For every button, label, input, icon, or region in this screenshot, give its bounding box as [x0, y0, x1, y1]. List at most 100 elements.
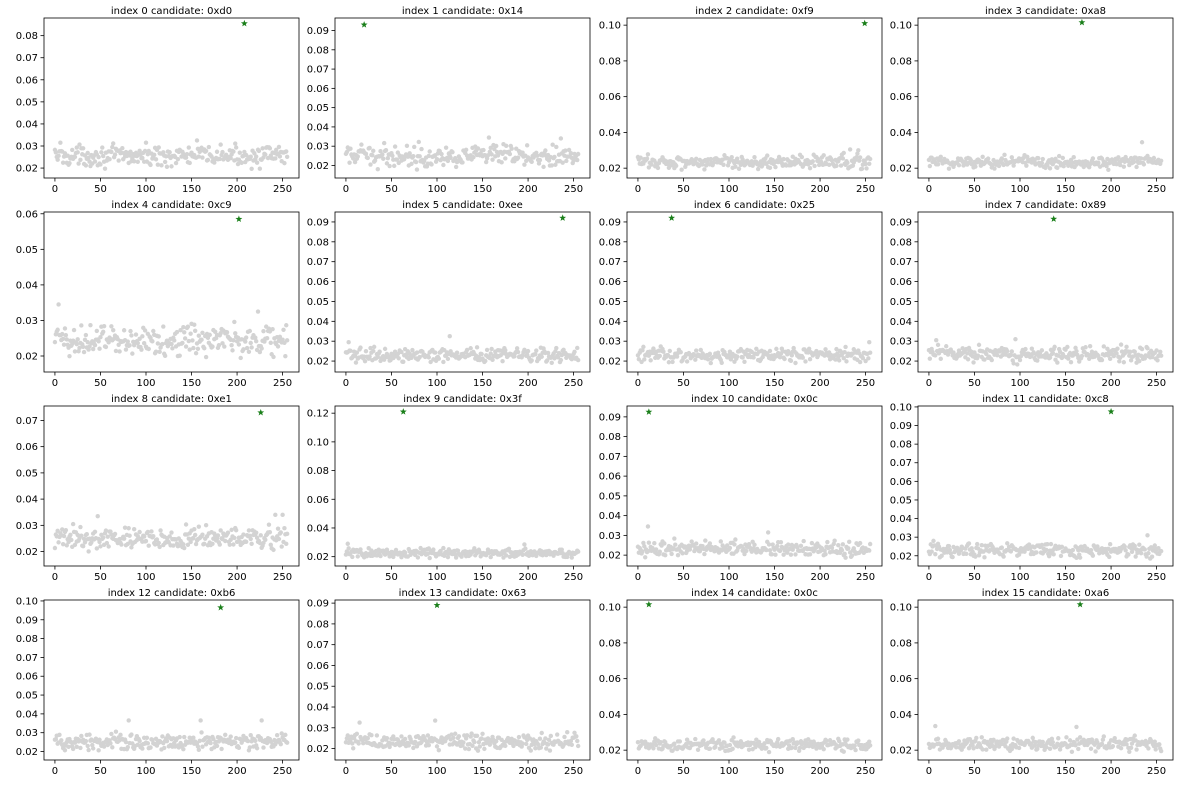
data-point — [999, 545, 1004, 550]
data-point — [807, 165, 813, 171]
data-point — [346, 339, 351, 345]
data-point — [933, 723, 938, 729]
data-point — [1005, 541, 1010, 546]
data-point — [358, 547, 363, 552]
data-point — [1044, 744, 1049, 750]
data-point — [989, 357, 994, 363]
x-tick-label: 150 — [1056, 184, 1075, 195]
data-point — [538, 745, 544, 750]
data-point — [398, 742, 403, 748]
data-point — [172, 338, 177, 343]
data-point — [522, 162, 527, 167]
data-point — [253, 335, 258, 340]
data-point — [63, 332, 69, 338]
data-point — [826, 162, 832, 167]
data-point — [1156, 546, 1161, 551]
data-point — [1073, 743, 1078, 748]
data-point — [746, 541, 752, 547]
data-point — [867, 548, 872, 553]
axes-frame — [334, 211, 591, 373]
data-point — [500, 358, 505, 364]
data-point — [842, 349, 847, 355]
data-point — [275, 344, 281, 349]
data-point — [425, 733, 431, 738]
x-tick-label: 200 — [1102, 378, 1121, 389]
data-point — [279, 544, 284, 549]
x-tick-label: 50 — [94, 378, 107, 389]
data-point — [1051, 552, 1056, 557]
data-point — [276, 536, 282, 542]
data-point — [192, 532, 198, 538]
data-point — [182, 330, 187, 335]
data-point — [381, 140, 387, 146]
data-point — [155, 162, 161, 167]
data-point — [1023, 346, 1028, 352]
data-point — [257, 166, 263, 171]
data-point — [1016, 552, 1022, 557]
data-point — [987, 547, 993, 553]
data-point — [1055, 360, 1060, 365]
data-point — [1050, 739, 1055, 745]
data-point — [387, 744, 392, 750]
data-point — [243, 335, 249, 340]
subplot-title: index 11 candidate: 0xc8 — [982, 394, 1109, 405]
data-point — [375, 354, 380, 360]
data-point — [1146, 746, 1151, 751]
data-point — [481, 147, 486, 153]
data-point — [834, 346, 839, 352]
data-point — [803, 359, 808, 364]
data-point — [222, 344, 227, 349]
x-tick-label: 150 — [765, 378, 784, 389]
y-tick-label: 0.03 — [16, 316, 38, 327]
y-tick-label: 0.07 — [307, 640, 329, 651]
data-point — [663, 739, 668, 745]
data-point — [1015, 362, 1020, 367]
y-tick-label: 0.02 — [599, 164, 621, 175]
data-point — [646, 540, 652, 545]
data-point — [867, 161, 872, 166]
data-point — [669, 551, 674, 557]
y-tick-label: 0.05 — [307, 682, 329, 693]
data-point — [1017, 357, 1023, 363]
data-point — [96, 748, 101, 753]
data-point — [191, 735, 196, 740]
data-point — [694, 156, 699, 161]
data-point — [247, 328, 253, 334]
data-point — [1035, 358, 1040, 363]
subplot-title: index 7 candidate: 0x89 — [985, 200, 1106, 211]
data-point — [568, 150, 574, 156]
data-point — [1096, 160, 1101, 166]
data-point — [194, 138, 200, 143]
candidate-star-marker — [645, 408, 653, 415]
data-point — [56, 153, 61, 159]
data-point — [156, 540, 161, 546]
data-point — [1045, 542, 1050, 547]
data-point — [1128, 349, 1133, 355]
data-point — [867, 339, 872, 345]
data-point — [416, 139, 421, 145]
data-point — [1134, 164, 1139, 170]
data-point — [348, 348, 353, 354]
data-point — [196, 747, 202, 753]
x-tick-label: 250 — [1147, 184, 1166, 195]
data-point — [153, 157, 159, 162]
data-point — [1052, 344, 1057, 350]
data-point — [658, 740, 663, 745]
data-point — [975, 541, 980, 547]
data-point — [419, 146, 424, 152]
x-tick-label: 250 — [1147, 572, 1166, 583]
data-point — [824, 738, 829, 743]
data-point — [396, 356, 401, 361]
y-tick-label: 0.09 — [599, 412, 621, 423]
data-point — [535, 742, 541, 747]
data-point — [1090, 553, 1096, 558]
data-point — [476, 740, 482, 745]
axes-frame — [334, 17, 591, 179]
data-point — [151, 328, 156, 334]
data-point — [152, 152, 157, 158]
data-point — [145, 741, 151, 746]
data-point — [188, 539, 193, 545]
data-point — [975, 353, 981, 358]
data-point — [641, 344, 646, 350]
data-point — [241, 347, 246, 352]
